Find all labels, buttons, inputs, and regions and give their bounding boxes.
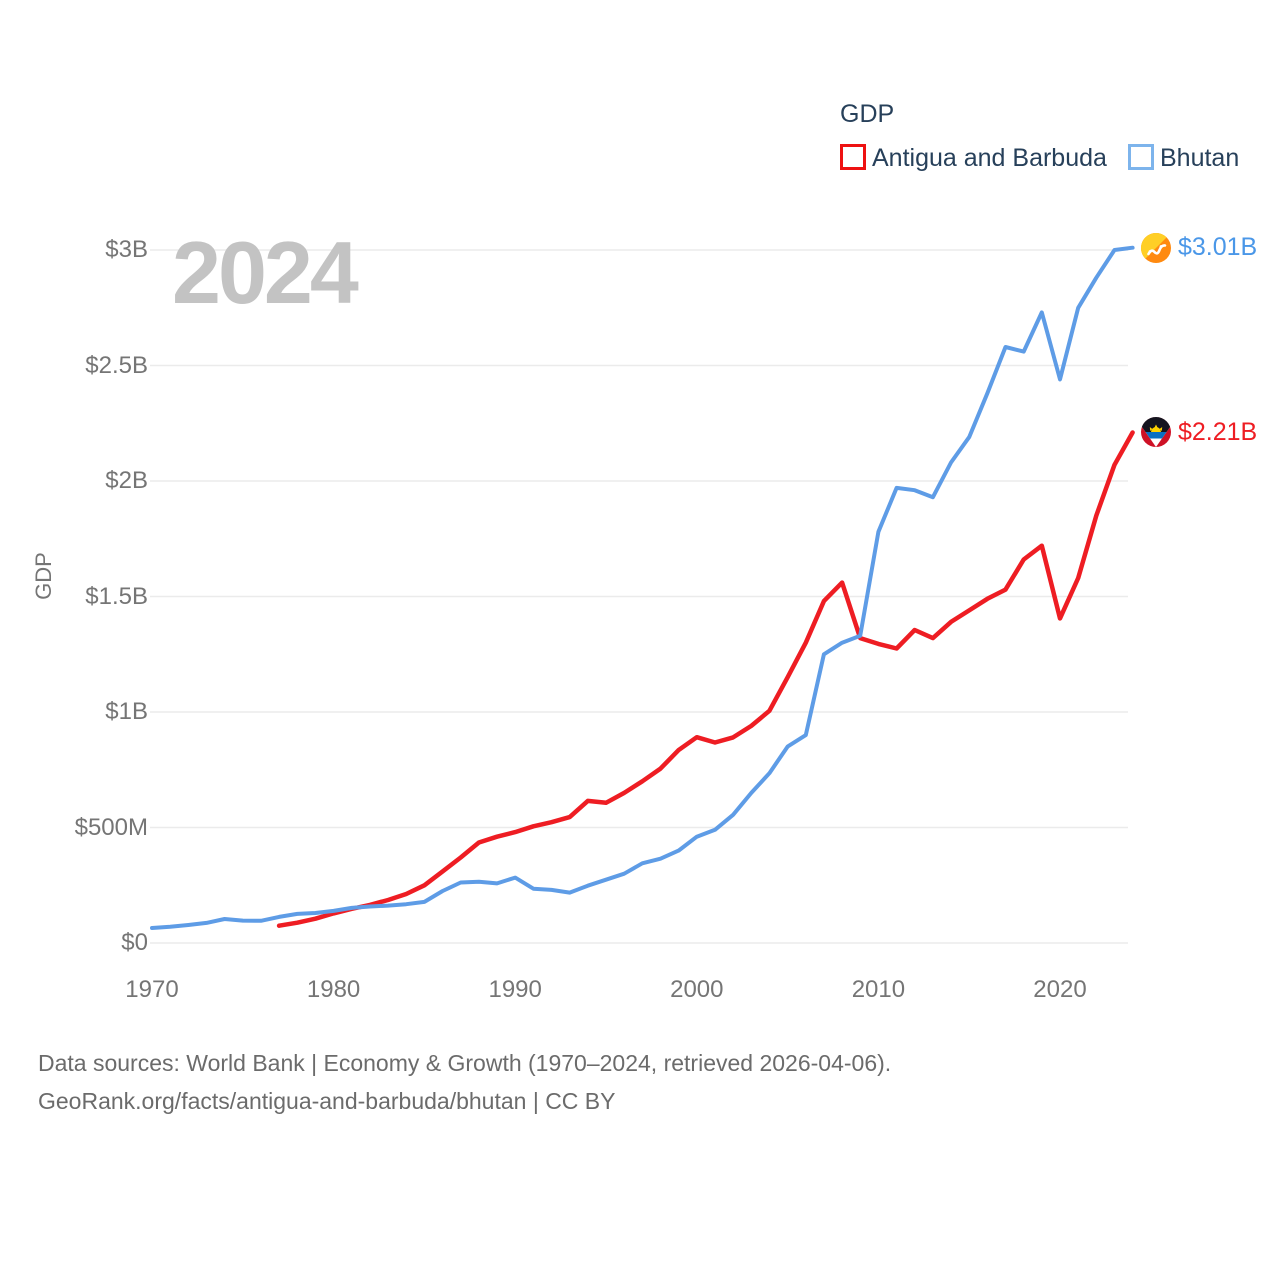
series-lines (150, 245, 1135, 930)
y-tick-label: $1B (105, 698, 148, 725)
x-tick-label: 1980 (306, 976, 361, 1003)
y-axis-title: GDP (31, 552, 56, 600)
legend-label-antigua[interactable]: Antigua and Barbuda (872, 144, 1107, 172)
x-tick-label: 1990 (488, 976, 542, 1003)
series-line-antigua-and-barbuda (276, 430, 1135, 928)
footer-data-sources: Data sources: World Bank | Economy & Gro… (38, 1050, 892, 1076)
bhutan-flag-icon (1141, 232, 1171, 263)
y-tick-label: $500M (74, 813, 148, 841)
y-tick-label: $2.5B (85, 351, 148, 379)
legend-swatch-bhutan[interactable] (1128, 144, 1154, 170)
x-tick-label: 2010 (851, 976, 906, 1003)
antigua-flag-icon (1141, 417, 1171, 448)
antigua-end-value: $2.21B (1178, 417, 1258, 446)
gdp-line-chart: 2024 (150, 223, 1135, 944)
y-tick-label: $0 (121, 929, 148, 956)
x-tick-label: 2020 (1033, 976, 1087, 1003)
x-tick-label: 1970 (125, 976, 179, 1003)
x-tick-label: 2000 (670, 976, 724, 1003)
end-label-bhutan: $3.01B (1141, 232, 1258, 263)
y-tick-label: $1.5B (85, 582, 148, 610)
y-tick-label: $2B (105, 467, 148, 494)
end-label-antigua: $2.21B (1141, 417, 1258, 448)
y-tick-label: $3B (105, 236, 148, 263)
legend-title: GDP (840, 100, 895, 128)
watermark-year: 2024 (172, 223, 359, 322)
footer-attribution-link[interactable]: GeoRank.org/facts/antigua-and-barbuda/bh… (38, 1088, 616, 1114)
gridlines (150, 249, 1128, 944)
legend-label-bhutan[interactable]: Bhutan (1160, 144, 1240, 172)
series-line-bhutan (150, 245, 1135, 930)
legend-swatch-antigua[interactable] (840, 144, 866, 170)
bhutan-end-value: $3.01B (1178, 233, 1258, 262)
